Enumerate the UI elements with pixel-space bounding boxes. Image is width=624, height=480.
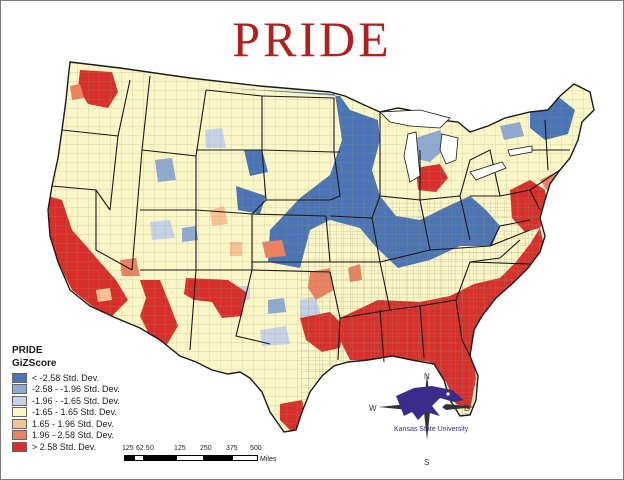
scale-segment (134, 455, 144, 461)
compass-needle-south (424, 408, 430, 440)
legend-item: 1.96 - 2.58 Std. Dev. (12, 430, 162, 442)
scale-tick-label: 375 (226, 445, 238, 452)
lake-erie (469, 161, 507, 181)
compass-label-w: W (369, 404, 377, 413)
legend-label: < -2.58 Std. Dev. (32, 372, 100, 383)
legend-label: -1.65 - 1.65 Std. Dev. (32, 407, 117, 418)
scale-segment (176, 455, 204, 461)
scale-tick-label: 125 (122, 445, 134, 452)
legend-swatch (12, 407, 27, 418)
legend-item: -1.65 - 1.65 Std. Dev. (12, 407, 162, 419)
compass-needle-east (442, 404, 476, 410)
compass-rose (378, 374, 476, 440)
legend-swatch (12, 418, 27, 429)
scale-segment (124, 455, 134, 461)
legend-label: 1.96 - 2.58 Std. Dev. (32, 430, 114, 441)
map-title: PRIDE (232, 11, 392, 67)
lake-michigan (403, 131, 421, 183)
legend-swatch (12, 430, 27, 441)
legend-label: 1.65 - 1.96 Std. Dev. (32, 418, 114, 429)
legend-subheading: GiZScore (12, 358, 57, 369)
scale-tick-label: 250 (200, 445, 212, 452)
scale-segment (204, 455, 232, 461)
compass-label-n: N (424, 372, 430, 381)
legend-label: -2.58 - -1.96 Std. Dev. (32, 384, 120, 395)
scale-tick-label: 500 (250, 445, 262, 452)
lake-ontario (507, 145, 533, 157)
map-legend: PRIDE GiZScore < -2.58 Std. Dev. -2.58 -… (12, 345, 162, 453)
lake-superior (379, 109, 451, 129)
legend-swatch (12, 441, 27, 452)
legend-label: > 2.58 Std. Dev. (32, 441, 97, 452)
legend-swatch (12, 372, 27, 383)
legend-item: -1.96 - -1.65 Std. Dev. (12, 395, 162, 407)
legend-heading: PRIDE (12, 345, 43, 356)
scale-segment (144, 455, 176, 461)
scale-tick-label: 125 (174, 445, 186, 452)
legend-item: 1.65 - 1.96 Std. Dev. (12, 418, 162, 430)
compass-label-s: S (424, 458, 430, 467)
scale-tick-label: 0 (150, 445, 154, 452)
legend-swatch (12, 395, 27, 406)
compass-label-e: E (464, 404, 470, 413)
legend-item: < -2.58 Std. Dev. (12, 372, 162, 384)
legend-label: -1.96 - -1.65 Std. Dev. (32, 395, 120, 406)
legend-item: -2.58 - -1.96 Std. Dev. (12, 384, 162, 396)
legend-item: > 2.58 Std. Dev. (12, 441, 162, 453)
scale-segment (232, 455, 258, 461)
scale-units: Miles (260, 456, 277, 463)
state-boundaries (47, 61, 595, 433)
scale-tick-label: 62.5 (136, 445, 150, 452)
logo-text: Kansas State University (394, 426, 469, 433)
scale-bar: 125 62.5 0 125 250 375 500 Miles (120, 445, 300, 469)
wildcat-logo-icon (396, 386, 464, 420)
legend-swatch (12, 384, 27, 395)
great-lakes (379, 109, 533, 183)
lake-huron (439, 133, 459, 165)
